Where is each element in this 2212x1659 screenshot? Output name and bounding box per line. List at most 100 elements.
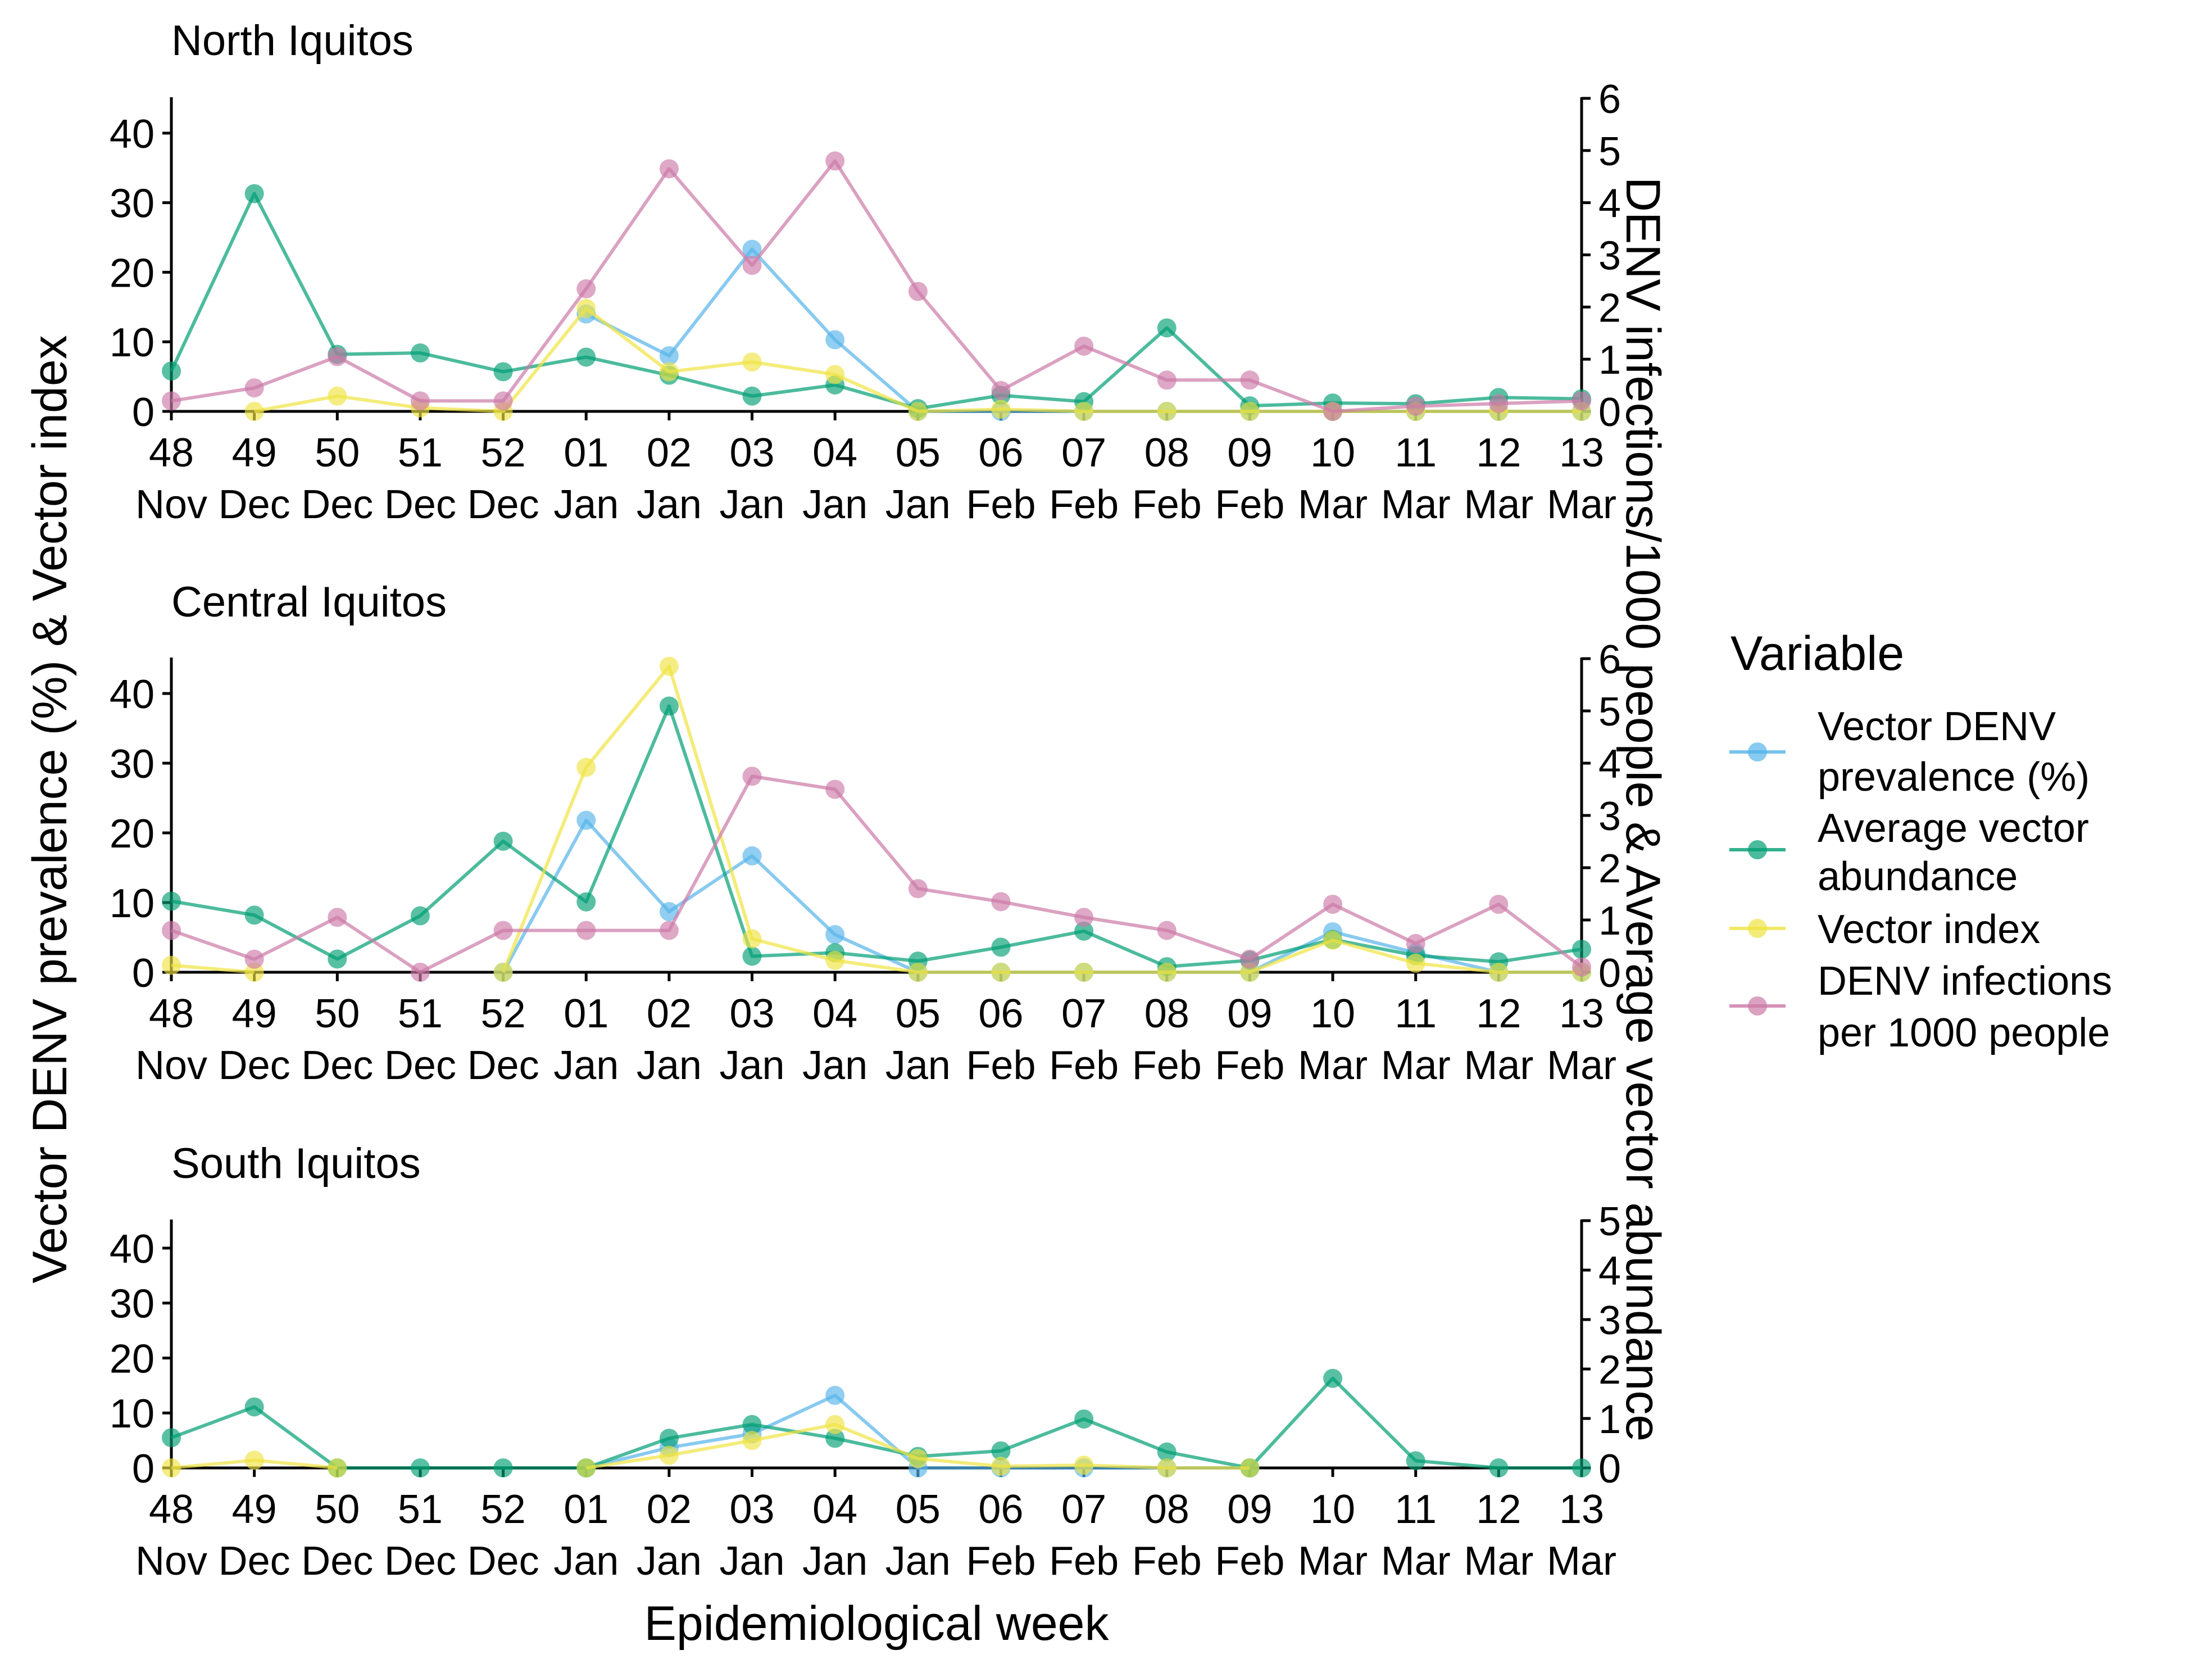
data-point bbox=[659, 159, 679, 179]
data-point bbox=[1240, 949, 1260, 969]
data-point bbox=[410, 1458, 430, 1477]
x-tick-week: 48 bbox=[149, 430, 194, 475]
data-point bbox=[493, 362, 513, 382]
legend-label-line-1: Vector DENV bbox=[1818, 704, 2056, 749]
data-point bbox=[576, 921, 596, 940]
x-tick-month: Jan bbox=[553, 1043, 619, 1088]
data-point bbox=[1489, 1458, 1509, 1477]
x-tick-month: Mar bbox=[1381, 482, 1451, 527]
x-tick-week: 12 bbox=[1476, 991, 1521, 1036]
x-tick-month: Dec bbox=[219, 1043, 290, 1088]
data-point bbox=[244, 1451, 264, 1470]
x-tick-month: Nov bbox=[135, 482, 207, 527]
data-point bbox=[908, 1449, 928, 1468]
data-point bbox=[825, 1429, 845, 1448]
left-tick-label: 40 bbox=[110, 672, 155, 717]
x-tick-month: Feb bbox=[966, 1043, 1035, 1088]
data-point bbox=[1406, 396, 1425, 416]
x-tick-month: Jan bbox=[885, 1539, 951, 1584]
series-line bbox=[171, 774, 1583, 974]
data-point bbox=[493, 921, 513, 940]
x-tick-month: Dec bbox=[467, 1539, 539, 1584]
left-tick-label: 30 bbox=[110, 742, 155, 787]
data-point bbox=[244, 949, 264, 969]
data-point bbox=[991, 400, 1011, 419]
data-point bbox=[825, 1415, 845, 1434]
x-tick-month: Jan bbox=[885, 482, 951, 527]
data-point bbox=[1489, 963, 1509, 982]
data-point bbox=[1157, 921, 1177, 940]
legend-key-point bbox=[1748, 742, 1767, 761]
right-tick-label: 5 bbox=[1598, 129, 1621, 174]
data-point bbox=[825, 1385, 845, 1405]
x-tick-week: 11 bbox=[1395, 1487, 1437, 1532]
left-tick-label: 40 bbox=[110, 1227, 155, 1272]
data-point bbox=[410, 343, 430, 363]
x-tick-month: Feb bbox=[1215, 1043, 1284, 1088]
series-average-vector-abundance bbox=[162, 1368, 1591, 1477]
x-tick-month: Jan bbox=[719, 1539, 784, 1584]
data-point bbox=[576, 347, 596, 367]
data-point bbox=[576, 279, 596, 298]
x-tick-week: 04 bbox=[812, 430, 857, 475]
x-tick-month: Mar bbox=[1547, 482, 1616, 527]
x-tick-month: Feb bbox=[1215, 1539, 1284, 1584]
x-tick-month: Feb bbox=[1132, 482, 1202, 527]
x-tick-month: Jan bbox=[885, 1043, 951, 1088]
x-tick-month: Dec bbox=[384, 1043, 456, 1088]
legend: Variable Vector DENV prevalence (%) Aver… bbox=[1729, 627, 2112, 1055]
data-point bbox=[742, 846, 762, 865]
data-point bbox=[742, 256, 762, 275]
x-tick-month: Mar bbox=[1547, 1043, 1616, 1088]
data-point bbox=[659, 921, 679, 940]
panels: North Iquitos010203040012345648Nov49Dec5… bbox=[110, 17, 1621, 1584]
left-tick-label: 20 bbox=[110, 1336, 155, 1381]
x-tick-week: 49 bbox=[232, 991, 277, 1036]
data-point bbox=[991, 1457, 1011, 1476]
data-point bbox=[576, 810, 596, 830]
data-point bbox=[1240, 370, 1260, 390]
data-point bbox=[1323, 1368, 1343, 1388]
x-tick-week: 08 bbox=[1144, 430, 1189, 475]
x-tick-month: Jan bbox=[719, 1043, 784, 1088]
data-point bbox=[825, 779, 845, 799]
data-point bbox=[1157, 402, 1177, 421]
x-tick-month: Jan bbox=[637, 482, 702, 527]
data-point bbox=[659, 902, 679, 922]
data-point bbox=[742, 946, 762, 966]
data-point bbox=[825, 925, 845, 945]
right-tick-label: 4 bbox=[1598, 182, 1621, 226]
left-tick-label: 0 bbox=[132, 390, 155, 435]
x-tick-week: 07 bbox=[1061, 430, 1106, 475]
x-tick-month: Feb bbox=[1049, 1043, 1119, 1088]
legend-label: Average vector abundance bbox=[1818, 806, 2100, 899]
x-tick-week: 09 bbox=[1227, 430, 1272, 475]
series-line bbox=[170, 1376, 1582, 1470]
x-tick-month: Nov bbox=[135, 1043, 207, 1088]
data-point bbox=[991, 380, 1011, 400]
x-tick-month: Dec bbox=[384, 1539, 456, 1584]
series-line bbox=[170, 192, 1582, 411]
data-point bbox=[493, 831, 513, 851]
x-tick-week: 10 bbox=[1310, 1487, 1355, 1532]
left-tick-label: 10 bbox=[110, 881, 155, 926]
legend-label: Vector DENV prevalence (%) bbox=[1818, 704, 2090, 800]
right-tick-label: 3 bbox=[1598, 1298, 1621, 1343]
data-point bbox=[1240, 1458, 1260, 1477]
x-tick-week: 13 bbox=[1559, 430, 1604, 475]
series-vector-index bbox=[162, 656, 1591, 982]
x-tick-week: 05 bbox=[896, 1487, 941, 1532]
x-tick-week: 04 bbox=[812, 991, 857, 1036]
x-tick-month: Mar bbox=[1464, 482, 1533, 527]
x-tick-week: 48 bbox=[149, 1487, 194, 1532]
series-line bbox=[171, 963, 255, 974]
data-point bbox=[742, 1431, 762, 1451]
data-point bbox=[1240, 402, 1260, 421]
data-point bbox=[1157, 1458, 1177, 1477]
legend-key-point bbox=[1748, 996, 1767, 1016]
x-tick-week: 13 bbox=[1559, 991, 1604, 1036]
data-point bbox=[742, 352, 762, 372]
x-tick-week: 08 bbox=[1144, 991, 1189, 1036]
right-tick-label: 2 bbox=[1598, 285, 1621, 330]
data-point bbox=[908, 402, 928, 421]
